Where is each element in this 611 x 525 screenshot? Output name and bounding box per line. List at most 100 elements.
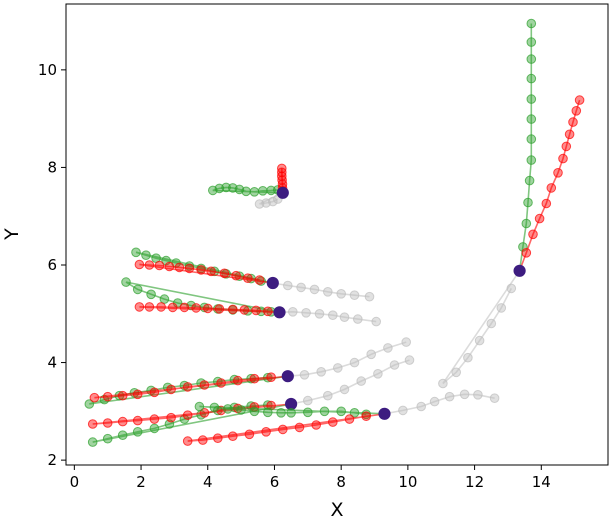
green-point: [523, 197, 533, 208]
red-point: [249, 373, 260, 384]
gray-point: [299, 370, 310, 380]
gray-point: [323, 287, 333, 297]
green-point: [141, 250, 151, 260]
red-point: [251, 305, 261, 316]
red-point: [164, 261, 175, 272]
red-point: [344, 414, 355, 424]
red-point: [541, 198, 552, 209]
current-position-point: [266, 276, 279, 290]
red-point: [214, 304, 225, 314]
red-point: [228, 304, 238, 315]
gray-point: [383, 343, 393, 353]
red-point: [219, 268, 230, 279]
red-point: [149, 414, 160, 424]
red-point: [196, 265, 206, 275]
gray-path-line: [290, 359, 410, 405]
gray-point: [333, 363, 343, 373]
red-point: [102, 418, 113, 428]
y-tick-label: 8: [47, 158, 57, 176]
y-tick-label: 6: [47, 256, 57, 274]
red-point: [263, 306, 273, 317]
trajectory-7: [438, 18, 585, 389]
gray-path-line: [287, 341, 407, 377]
gray-point: [366, 349, 377, 360]
gray-point: [438, 378, 448, 389]
gray-point: [316, 367, 327, 377]
gray-point: [506, 283, 517, 294]
green-point: [241, 186, 251, 197]
green-point: [194, 401, 205, 412]
gray-point: [474, 335, 485, 346]
red-point: [553, 168, 563, 178]
gray-path-line: [272, 282, 370, 298]
red-path-line: [187, 413, 385, 442]
red-point: [261, 427, 271, 437]
green-point: [524, 175, 535, 186]
gray-point: [288, 307, 298, 317]
green-point: [209, 402, 220, 413]
current-position-point: [276, 186, 289, 199]
x-tick-label: 12: [465, 473, 484, 491]
red-point: [521, 248, 532, 258]
green-point: [132, 284, 143, 295]
red-point: [184, 263, 195, 274]
red-point: [278, 424, 288, 435]
green-point: [249, 406, 260, 417]
gray-point: [389, 360, 400, 370]
trajectory-6: [182, 389, 500, 446]
gray-point: [371, 316, 382, 327]
y-tick-label: 10: [38, 61, 57, 79]
current-position-point: [513, 264, 526, 277]
green-point: [526, 37, 537, 47]
x-tick-label: 8: [336, 473, 346, 491]
green-point: [84, 399, 95, 409]
y-tick-label: 2: [47, 451, 57, 469]
x-tick-label: 14: [532, 473, 551, 491]
gray-path-line: [279, 310, 377, 323]
current-position-point: [285, 397, 298, 411]
x-tick-label: 2: [136, 473, 146, 491]
red-path-line: [94, 375, 288, 399]
gray-point: [463, 352, 473, 363]
green-point: [121, 277, 131, 287]
red-point: [243, 273, 253, 284]
red-point: [311, 420, 322, 430]
red-point: [528, 229, 538, 240]
red-point: [199, 408, 210, 418]
gray-point: [303, 395, 313, 406]
current-position-point: [281, 370, 294, 383]
y-tick-label: 4: [47, 354, 57, 372]
green-point: [526, 54, 537, 64]
green-point: [336, 406, 347, 417]
green-point: [303, 407, 313, 418]
gray-point: [283, 280, 293, 291]
green-point: [159, 294, 170, 304]
gray-point: [296, 282, 306, 293]
red-point: [546, 183, 557, 193]
red-point: [266, 372, 276, 383]
gray-point: [416, 401, 427, 412]
red-point: [199, 380, 210, 390]
gray-point: [429, 396, 440, 407]
red-point: [166, 412, 176, 423]
green-point: [526, 134, 537, 144]
y-axis-label: Y: [1, 228, 23, 241]
red-point: [561, 141, 572, 152]
gray-point: [451, 367, 462, 378]
green-point: [319, 406, 330, 417]
trajectory-2: [131, 247, 375, 302]
red-point: [156, 302, 166, 312]
red-point: [534, 213, 545, 224]
gray-point: [309, 284, 320, 295]
plot-area: [84, 18, 585, 447]
red-point: [144, 302, 155, 312]
green-point: [349, 408, 360, 418]
green-point: [146, 289, 156, 300]
green-point: [276, 408, 286, 418]
green-point: [258, 186, 268, 196]
gray-point: [486, 318, 497, 329]
green-point: [221, 182, 231, 193]
red-path-line: [139, 306, 280, 314]
red-point: [231, 270, 241, 281]
